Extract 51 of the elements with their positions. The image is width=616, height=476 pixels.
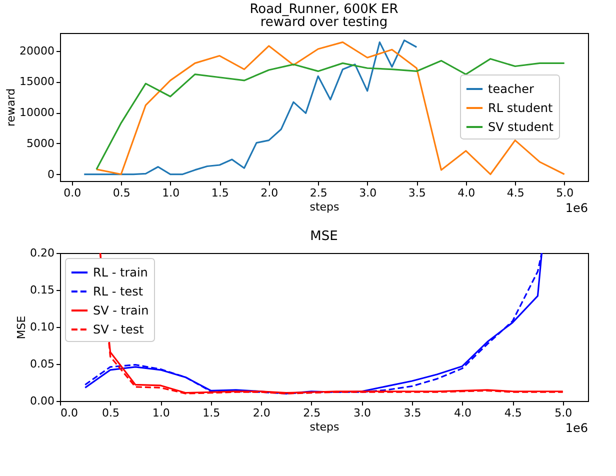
y-tick-label: 0.15 bbox=[30, 284, 54, 296]
x-tick-label: 0.0 bbox=[60, 406, 78, 420]
legend-label: teacher bbox=[488, 82, 534, 96]
x-tick-label: 3.0 bbox=[353, 406, 371, 420]
chart-title: MSE bbox=[310, 229, 338, 244]
line-series bbox=[83, 40, 418, 176]
x-tick-label: 5.0 bbox=[554, 406, 572, 420]
x-tick-label: 0.5 bbox=[112, 186, 130, 200]
y-axis-title: MSE bbox=[15, 316, 28, 340]
legend-label: RL student bbox=[488, 100, 554, 115]
line-series bbox=[96, 41, 566, 176]
legend-label: RL - train bbox=[93, 266, 148, 280]
x-tick-label: 4.5 bbox=[506, 186, 524, 200]
x-tick-label: 4.0 bbox=[454, 406, 472, 420]
x-tick-label: 1.0 bbox=[152, 406, 170, 420]
chart-title: Road_Runner, 600K ER bbox=[250, 2, 398, 17]
x-tick-label: 3.5 bbox=[404, 406, 422, 420]
y-tick-label: 15000 bbox=[20, 75, 54, 88]
x-tick-label: 5.0 bbox=[556, 186, 574, 200]
y-tick-label: 0.20 bbox=[30, 246, 54, 260]
legend-label: SV - test bbox=[93, 322, 144, 336]
y-tick-label: 5000 bbox=[26, 136, 54, 150]
chart-subtitle: reward over testing bbox=[260, 15, 388, 30]
x-tick-label: 3.0 bbox=[359, 186, 377, 200]
x-tick-label: 2.5 bbox=[303, 406, 321, 420]
y-tick-label: 0 bbox=[48, 168, 54, 181]
x-tick-label: 0.5 bbox=[102, 406, 120, 420]
x-axis-title: steps bbox=[310, 200, 340, 214]
legend-label: RL - test bbox=[93, 284, 144, 298]
x-axis-title: steps bbox=[310, 420, 340, 434]
x-tick-label: 1.0 bbox=[162, 186, 180, 200]
y-axis-title: reward bbox=[4, 88, 18, 127]
x-tick-label: 1.5 bbox=[211, 186, 229, 200]
legend-label: SV - train bbox=[93, 304, 149, 318]
y-tick-label: 0.10 bbox=[30, 320, 54, 334]
y-tick-label: 10000 bbox=[20, 106, 54, 120]
legend-label: SV student bbox=[488, 120, 554, 134]
x-tick-label: 2.0 bbox=[252, 406, 270, 420]
x-tick-label: 4.0 bbox=[458, 186, 476, 200]
y-tick-label: 20000 bbox=[20, 44, 54, 58]
x-tick-label: 0.0 bbox=[64, 186, 82, 200]
x-tick-label: 4.5 bbox=[504, 406, 522, 420]
x-tick-label: 3.5 bbox=[408, 186, 426, 200]
text: 1e6 bbox=[565, 201, 588, 215]
text: 1e6 bbox=[565, 421, 588, 435]
x-tick-label: 2.0 bbox=[260, 186, 278, 200]
x-tick-label: 1.5 bbox=[202, 406, 220, 420]
y-tick-label: 0.05 bbox=[30, 358, 54, 370]
line-series bbox=[96, 58, 566, 170]
x-tick-label: 2.5 bbox=[310, 186, 328, 200]
y-tick-label: 0.00 bbox=[30, 394, 54, 408]
